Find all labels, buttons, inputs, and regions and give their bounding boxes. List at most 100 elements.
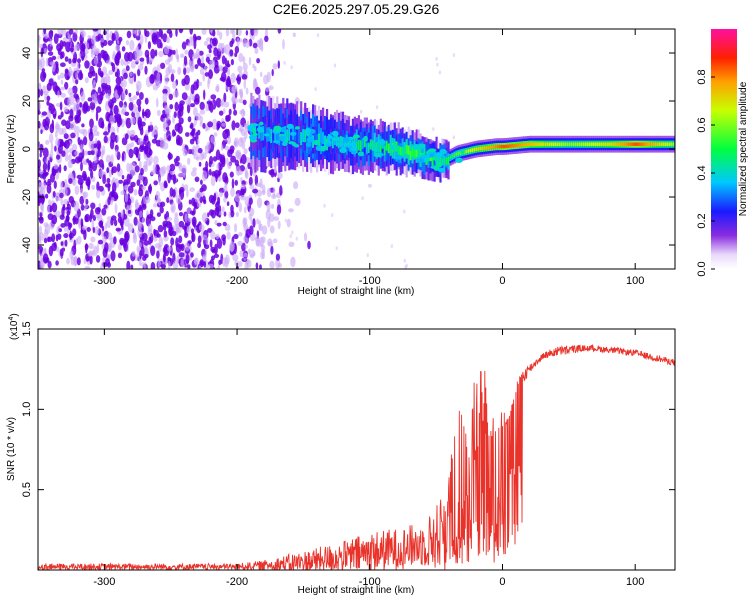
spectrogram-speckle (170, 169, 175, 176)
spectrogram-speckle (260, 250, 264, 260)
ridge-segment (622, 142, 625, 146)
spectrogram-speckle (134, 134, 139, 143)
ridge-segment (533, 142, 536, 146)
ridge-blotch (373, 152, 382, 158)
spectrogram-speckle (241, 154, 247, 165)
spectrogram-speckle (181, 41, 187, 50)
spectrogram-speckle (46, 205, 51, 213)
spectrogram-speckle (38, 99, 41, 111)
spectrogram-speckle (133, 189, 138, 196)
spectrogram-speckle (101, 82, 107, 89)
ridge-segment (503, 144, 506, 149)
spectrogram-speckle (252, 188, 259, 194)
spectrogram-speckle (78, 53, 82, 58)
spectrogram-speckle (219, 76, 226, 82)
spectrogram-speckle (63, 106, 69, 113)
spectrogram-speckle (57, 55, 60, 60)
colorbar-ticks: 0.0 0.2 0.4 0.6 0.8 (696, 69, 715, 277)
spectrogram-speckle (191, 231, 194, 242)
ridge-segment (314, 130, 317, 143)
ridge-blotch (373, 147, 378, 152)
spectrogram-speckle (113, 219, 118, 227)
spectrogram-speckle (81, 225, 88, 231)
spectrogram-speckle (185, 132, 190, 137)
spectrogram-speckle (111, 196, 115, 203)
ridge-segment (535, 142, 538, 146)
spectrogram-speckle (438, 70, 442, 75)
y-tick-label: 20 (21, 95, 33, 107)
spectrogram-speckle (51, 55, 57, 61)
spectrogram-speckle (112, 50, 116, 58)
spectrogram-speckle (119, 100, 124, 108)
spectrogram-speckle (215, 233, 220, 239)
spectrogram-speckle (66, 257, 70, 265)
spectrogram-speckle (227, 162, 232, 170)
spectrogram-speckle (226, 81, 232, 88)
spectrogram-speckle (264, 35, 269, 42)
spectrogram-speckle (190, 170, 197, 177)
spectrogram-speckle (187, 42, 192, 47)
spectrogram-speckle (303, 232, 308, 242)
spectrogram-speckle (194, 64, 199, 70)
spectrogram-speckle (53, 180, 57, 189)
spectrogram-speckle (169, 31, 173, 38)
spectrogram-speckle (78, 216, 81, 227)
spectrogram-speckle (162, 252, 166, 263)
ridge-segment (672, 142, 675, 146)
ridge-blotch (326, 135, 333, 139)
spectrogram-speckle (108, 169, 112, 178)
ridge-segment (415, 148, 418, 158)
ridge-segment (580, 142, 583, 146)
spectrogram-speckle (234, 45, 240, 54)
spectrogram-speckle (178, 252, 185, 258)
spectrogram-speckle (241, 109, 245, 118)
spectrogram-speckle (131, 250, 136, 257)
ridge-segment (624, 142, 627, 146)
ridge-segment (274, 129, 277, 143)
spectrogram-speckle (68, 178, 73, 184)
spectrogram-speckle (106, 220, 111, 229)
spectrogram-speckle (159, 167, 166, 177)
spectrogram-speckle (170, 73, 175, 83)
spectrogram-speckle (137, 227, 143, 238)
spectrogram-speckle (243, 148, 248, 155)
spectrogram-speckle (144, 144, 149, 154)
ridge-segment (493, 145, 496, 149)
spectrogram-speckle (60, 223, 66, 228)
spectrogram-speckle (228, 108, 232, 116)
spectrogram-speckle (249, 225, 254, 236)
spectrogram-speckle (95, 255, 101, 263)
spectrogram-speckle (182, 173, 186, 178)
spectrogram-speckle (129, 129, 136, 138)
spectrogram-speckle (275, 253, 280, 261)
ridge-segment (365, 143, 368, 154)
spectrogram-speckle (90, 202, 96, 210)
snr-line (38, 343, 675, 570)
ridge-blotch (455, 157, 463, 163)
spectrogram-speckle (60, 197, 63, 206)
spectrogram-speckle (138, 187, 144, 197)
spectrogram-speckle (84, 266, 91, 269)
spectrogram-speckle (156, 72, 161, 84)
spectrogram-speckle (61, 150, 66, 157)
spectrogram-speckle (223, 101, 230, 108)
spectrogram-speckle (167, 246, 172, 252)
spectrogram-speckle (156, 233, 161, 238)
spectrogram-speckle (243, 78, 247, 90)
ridge-segment (632, 142, 635, 146)
spectrogram-speckle (184, 213, 188, 223)
spectrogram-speckle (87, 71, 93, 79)
ridge-segment (387, 143, 390, 154)
ridge-segment (570, 142, 573, 146)
spectrogram-speckle (47, 51, 54, 56)
spectrogram-speckle (147, 223, 153, 233)
spectrogram-x-axis-title: Height of straight line (km) (298, 286, 415, 297)
spectrogram-speckle (66, 210, 71, 216)
spectrogram-speckle (68, 96, 75, 105)
ridge-blotch (439, 148, 447, 155)
ridge-blotch (280, 126, 286, 133)
spectrogram-speckle (175, 155, 180, 162)
spectrogram-speckle (249, 184, 255, 190)
spectrogram-speckle (68, 58, 72, 64)
spectrogram-speckle (190, 65, 194, 71)
